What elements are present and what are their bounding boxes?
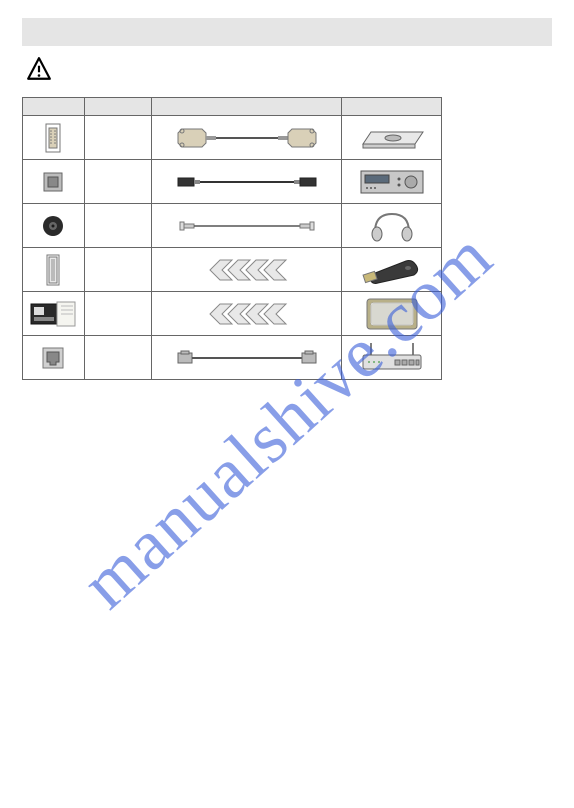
table-row [23, 336, 442, 380]
vga-port-icon [23, 116, 85, 160]
col-header-port [23, 98, 85, 116]
header-bar [22, 18, 552, 46]
col-header-cable [152, 98, 342, 116]
av-receiver-icon [342, 160, 442, 204]
chevrons-icon [152, 248, 342, 292]
ethernet-cable-icon [152, 336, 342, 380]
warning-row [22, 56, 552, 87]
connector-table [22, 97, 442, 380]
audio-jack-icon [23, 204, 85, 248]
table-row [23, 116, 442, 160]
caution-icon [26, 69, 52, 86]
cell-name [84, 204, 152, 248]
cell-name [84, 336, 152, 380]
usb-port-icon [23, 248, 85, 292]
cell-name [84, 292, 152, 336]
ci-card-icon [342, 292, 442, 336]
cell-name [84, 160, 152, 204]
chevrons-icon [152, 292, 342, 336]
dvd-player-icon [342, 116, 442, 160]
table-row [23, 160, 442, 204]
table-row [23, 292, 442, 336]
optical-cable-icon [152, 160, 342, 204]
cell-name [84, 248, 152, 292]
table-header-row [23, 98, 442, 116]
col-header-device [342, 98, 442, 116]
page: manualshive.com [0, 0, 574, 808]
table-row [23, 248, 442, 292]
usb-stick-icon [342, 248, 442, 292]
col-header-name [84, 98, 152, 116]
optical-port-icon [23, 160, 85, 204]
lan-port-icon [23, 336, 85, 380]
router-icon [342, 336, 442, 380]
ci-slot-icon [23, 292, 85, 336]
vga-cable-icon [152, 116, 342, 160]
cell-name [84, 116, 152, 160]
headphones-icon [342, 204, 442, 248]
table-row [23, 204, 442, 248]
aux-cable-icon [152, 204, 342, 248]
